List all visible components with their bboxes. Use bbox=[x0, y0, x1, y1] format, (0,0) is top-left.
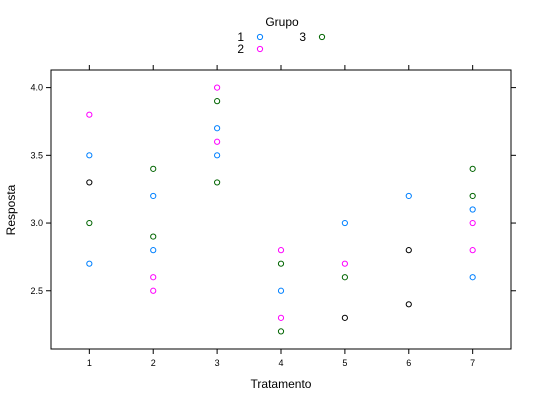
data-point bbox=[277, 287, 285, 294]
legend-label: 2 bbox=[237, 42, 244, 56]
legend-marker bbox=[256, 33, 264, 41]
data-point bbox=[405, 301, 412, 308]
data-point bbox=[469, 247, 476, 254]
x-tick-label: 3 bbox=[215, 358, 220, 368]
plot-frame bbox=[50, 69, 512, 350]
x-tick-label: 1 bbox=[87, 358, 92, 368]
data-point bbox=[150, 287, 157, 294]
data-point bbox=[405, 247, 412, 254]
y-tick-label: 3.0 bbox=[30, 218, 43, 228]
data-point bbox=[150, 165, 157, 172]
data-point bbox=[277, 314, 285, 321]
data-point bbox=[277, 247, 285, 254]
data-point bbox=[469, 192, 476, 200]
x-tick-label: 4 bbox=[278, 358, 283, 368]
data-point bbox=[214, 84, 221, 91]
y-tick-label: 4.0 bbox=[30, 83, 43, 93]
data-point bbox=[150, 247, 157, 254]
y-tick-label: 3.5 bbox=[30, 150, 43, 160]
legend-marker bbox=[318, 33, 326, 41]
x-axis-title: Tratamento bbox=[251, 377, 312, 391]
data-point bbox=[341, 260, 348, 267]
data-point bbox=[469, 165, 476, 172]
data-point bbox=[469, 206, 476, 213]
y-tick-label: 2.5 bbox=[30, 286, 43, 296]
data-point bbox=[341, 219, 348, 227]
data-point bbox=[86, 219, 93, 227]
legend-label: 1 bbox=[237, 30, 244, 44]
legend-entries: 12 3 bbox=[237, 30, 326, 56]
data-point bbox=[277, 328, 285, 335]
y-axis-title: Resposta bbox=[4, 184, 18, 235]
data-point bbox=[277, 260, 285, 267]
x-tick-label: 2 bbox=[151, 358, 156, 368]
data-point bbox=[86, 179, 93, 186]
data-point bbox=[86, 260, 93, 267]
legend: Grupo 12 3 bbox=[237, 15, 326, 56]
data-point bbox=[214, 179, 221, 186]
data-point bbox=[150, 192, 157, 200]
data-point bbox=[469, 219, 476, 227]
data-point bbox=[150, 274, 157, 281]
legend-label: 3 bbox=[299, 30, 306, 44]
legend-marker bbox=[256, 45, 264, 53]
data-point bbox=[86, 152, 93, 159]
x-tick-label: 5 bbox=[342, 358, 347, 368]
data-point bbox=[214, 125, 221, 132]
legend-title: Grupo bbox=[265, 15, 299, 29]
data-point bbox=[214, 98, 221, 105]
x-tick-label: 7 bbox=[470, 358, 475, 368]
data-point bbox=[469, 274, 476, 281]
data-points bbox=[86, 84, 476, 335]
data-point bbox=[214, 152, 221, 159]
data-point bbox=[341, 274, 348, 281]
x-axis: 1 2 3 4 5 6 7 bbox=[87, 65, 475, 368]
data-point bbox=[86, 111, 93, 118]
data-point bbox=[341, 314, 348, 321]
data-point bbox=[405, 192, 412, 200]
data-point bbox=[150, 233, 157, 240]
x-tick-label: 6 bbox=[406, 358, 411, 368]
y-axis: 2.5 3.0 3.5 4.0 bbox=[30, 83, 516, 296]
data-point bbox=[214, 138, 221, 145]
